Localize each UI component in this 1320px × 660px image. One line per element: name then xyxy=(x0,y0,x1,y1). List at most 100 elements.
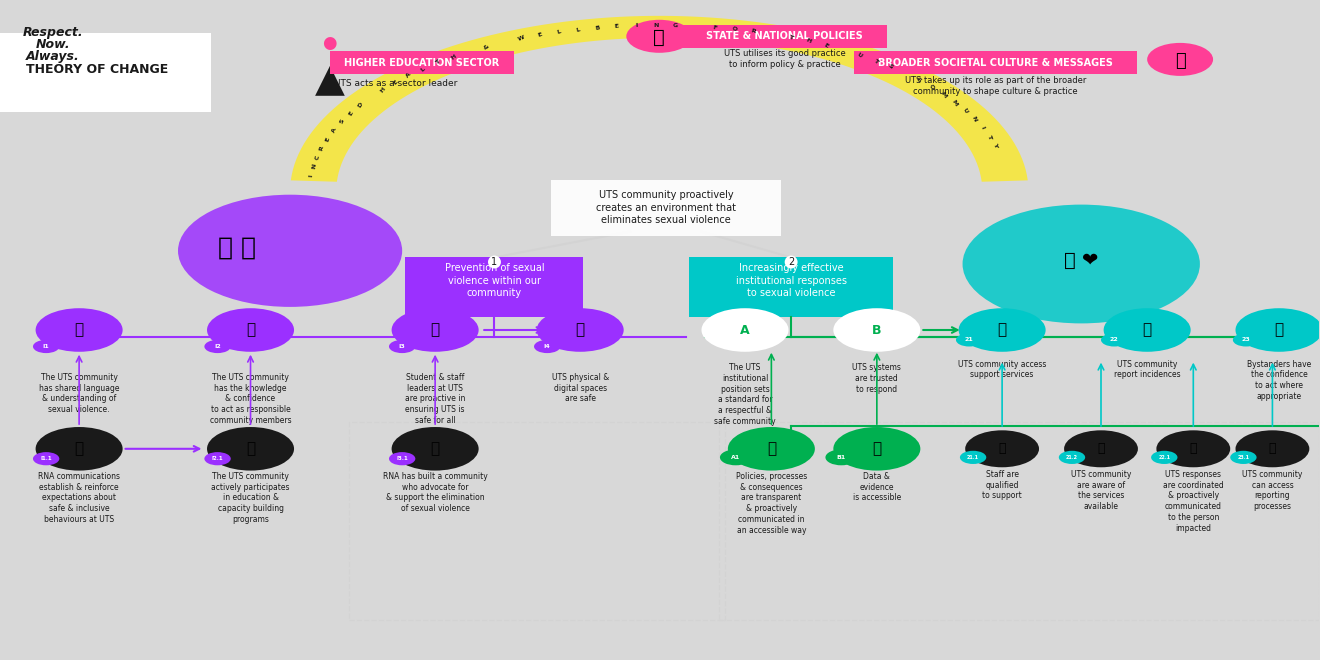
Text: B: B xyxy=(594,25,601,31)
PathPatch shape xyxy=(290,16,1028,182)
Text: B: B xyxy=(873,323,882,337)
Circle shape xyxy=(33,340,59,353)
Text: The UTS community
has shared language
& understanding of
sexual violence.: The UTS community has shared language & … xyxy=(38,373,119,414)
Text: T: T xyxy=(873,57,879,64)
Text: HIGHER EDUCATION SECTOR: HIGHER EDUCATION SECTOR xyxy=(345,57,499,68)
Circle shape xyxy=(960,451,986,464)
Text: I4: I4 xyxy=(544,344,550,349)
Text: 2: 2 xyxy=(788,257,795,267)
Text: UTS utilises its good practice
to inform policy & practice: UTS utilises its good practice to inform… xyxy=(723,50,845,69)
Circle shape xyxy=(956,333,982,346)
Circle shape xyxy=(36,308,123,352)
Text: G: G xyxy=(673,23,678,28)
Circle shape xyxy=(1156,430,1230,467)
Text: T: T xyxy=(986,133,991,139)
FancyBboxPatch shape xyxy=(330,51,515,75)
Text: 21.2: 21.2 xyxy=(1067,455,1078,460)
Text: 22: 22 xyxy=(1110,337,1118,343)
Text: 📚: 📚 xyxy=(246,323,255,337)
Text: 23: 23 xyxy=(1242,337,1250,343)
FancyBboxPatch shape xyxy=(0,33,211,112)
Circle shape xyxy=(1059,451,1085,464)
Text: 🤚 👥: 🤚 👥 xyxy=(218,236,256,259)
Text: B1: B1 xyxy=(837,455,846,460)
Text: 📊: 📊 xyxy=(873,442,882,456)
Text: 💬: 💬 xyxy=(1274,323,1283,337)
Text: 🗺: 🗺 xyxy=(653,28,665,47)
Text: S: S xyxy=(339,119,346,125)
Text: 🏺: 🏺 xyxy=(576,323,585,337)
Circle shape xyxy=(833,308,920,352)
Text: O: O xyxy=(731,26,738,32)
Text: 22.1: 22.1 xyxy=(1158,455,1171,460)
Circle shape xyxy=(1230,451,1257,464)
Text: I: I xyxy=(635,23,638,28)
Text: M: M xyxy=(940,90,948,99)
Text: RNA communications
establish & reinforce
expectations about
safe & inclusive
beh: RNA communications establish & reinforce… xyxy=(38,472,120,524)
Text: N: N xyxy=(653,22,659,28)
Text: C: C xyxy=(915,77,923,83)
Text: E: E xyxy=(824,42,829,49)
Text: Respect.
Now.
Always.: Respect. Now. Always. xyxy=(22,26,83,63)
Text: UTS acts as a sector leader: UTS acts as a sector leader xyxy=(334,79,457,88)
Text: 1: 1 xyxy=(491,257,498,267)
Circle shape xyxy=(1151,451,1177,464)
Circle shape xyxy=(33,452,59,465)
Text: Data &
evidence
is accessible: Data & evidence is accessible xyxy=(853,472,902,502)
Text: 🌀: 🌀 xyxy=(430,323,440,337)
Text: 23.1: 23.1 xyxy=(1237,455,1250,460)
Text: N: N xyxy=(970,115,977,122)
Text: Policies, processes
& consequences
are transparent
& proactively
communicated in: Policies, processes & consequences are t… xyxy=(735,472,807,535)
Text: I2.1: I2.1 xyxy=(211,456,223,461)
Text: 21: 21 xyxy=(965,337,974,343)
Text: ●: ● xyxy=(322,34,337,52)
Text: R: R xyxy=(750,28,756,34)
Text: STATE & NATIONAL POLICIES: STATE & NATIONAL POLICIES xyxy=(706,31,863,42)
Text: A: A xyxy=(741,323,750,337)
Text: 🏢 ❤: 🏢 ❤ xyxy=(1064,251,1098,270)
Text: RNA has built a community
who advocate for
& support the elimination
of sexual v: RNA has built a community who advocate f… xyxy=(383,472,487,513)
Text: O: O xyxy=(928,84,935,91)
Circle shape xyxy=(207,427,294,471)
Circle shape xyxy=(537,308,623,352)
Text: C: C xyxy=(314,154,321,160)
Circle shape xyxy=(833,427,920,471)
Text: E: E xyxy=(392,79,399,86)
Circle shape xyxy=(178,195,403,307)
Text: Increasingly effective
institutional responses
to sexual violence: Increasingly effective institutional res… xyxy=(735,263,846,298)
Circle shape xyxy=(727,427,814,471)
Text: E: E xyxy=(347,110,354,116)
Text: T: T xyxy=(434,59,441,66)
Text: THEORY OF CHANGE: THEORY OF CHANGE xyxy=(26,63,169,76)
Circle shape xyxy=(1101,333,1127,346)
Text: ▲: ▲ xyxy=(314,60,345,98)
Text: UTS community access
support services: UTS community access support services xyxy=(958,360,1047,380)
Text: W: W xyxy=(517,35,525,42)
Circle shape xyxy=(1147,43,1213,76)
Circle shape xyxy=(701,308,788,352)
Text: UTS takes up its role as part of the broader
community to shape culture & practi: UTS takes up its role as part of the bro… xyxy=(904,76,1086,96)
Text: A1: A1 xyxy=(731,455,741,460)
Text: Prevention of sexual
violence within our
community: Prevention of sexual violence within our… xyxy=(445,263,544,298)
Text: M: M xyxy=(950,98,958,106)
Text: I: I xyxy=(309,174,314,177)
Text: UTS community
report incidences: UTS community report incidences xyxy=(1114,360,1180,380)
Text: 🧬: 🧬 xyxy=(1175,51,1185,70)
Text: 👁: 👁 xyxy=(1143,323,1152,337)
FancyBboxPatch shape xyxy=(689,257,894,317)
Text: A: A xyxy=(331,127,338,133)
Circle shape xyxy=(962,205,1200,323)
Circle shape xyxy=(1104,308,1191,352)
Text: The UTS community
actively participates
in education &
capacity building
program: The UTS community actively participates … xyxy=(211,472,290,524)
Text: 💡: 💡 xyxy=(74,323,83,337)
Text: 🔗: 🔗 xyxy=(1189,442,1197,455)
Text: A: A xyxy=(405,72,412,79)
Text: I3: I3 xyxy=(399,344,405,349)
Circle shape xyxy=(1236,430,1309,467)
Text: U: U xyxy=(857,51,863,59)
Text: N: N xyxy=(312,164,317,170)
Text: I3.1: I3.1 xyxy=(396,456,408,461)
Circle shape xyxy=(36,427,123,471)
Text: The UTS community
has the knowledge
& confidence
to act as responsible
community: The UTS community has the knowledge & co… xyxy=(210,373,292,425)
Circle shape xyxy=(958,308,1045,352)
